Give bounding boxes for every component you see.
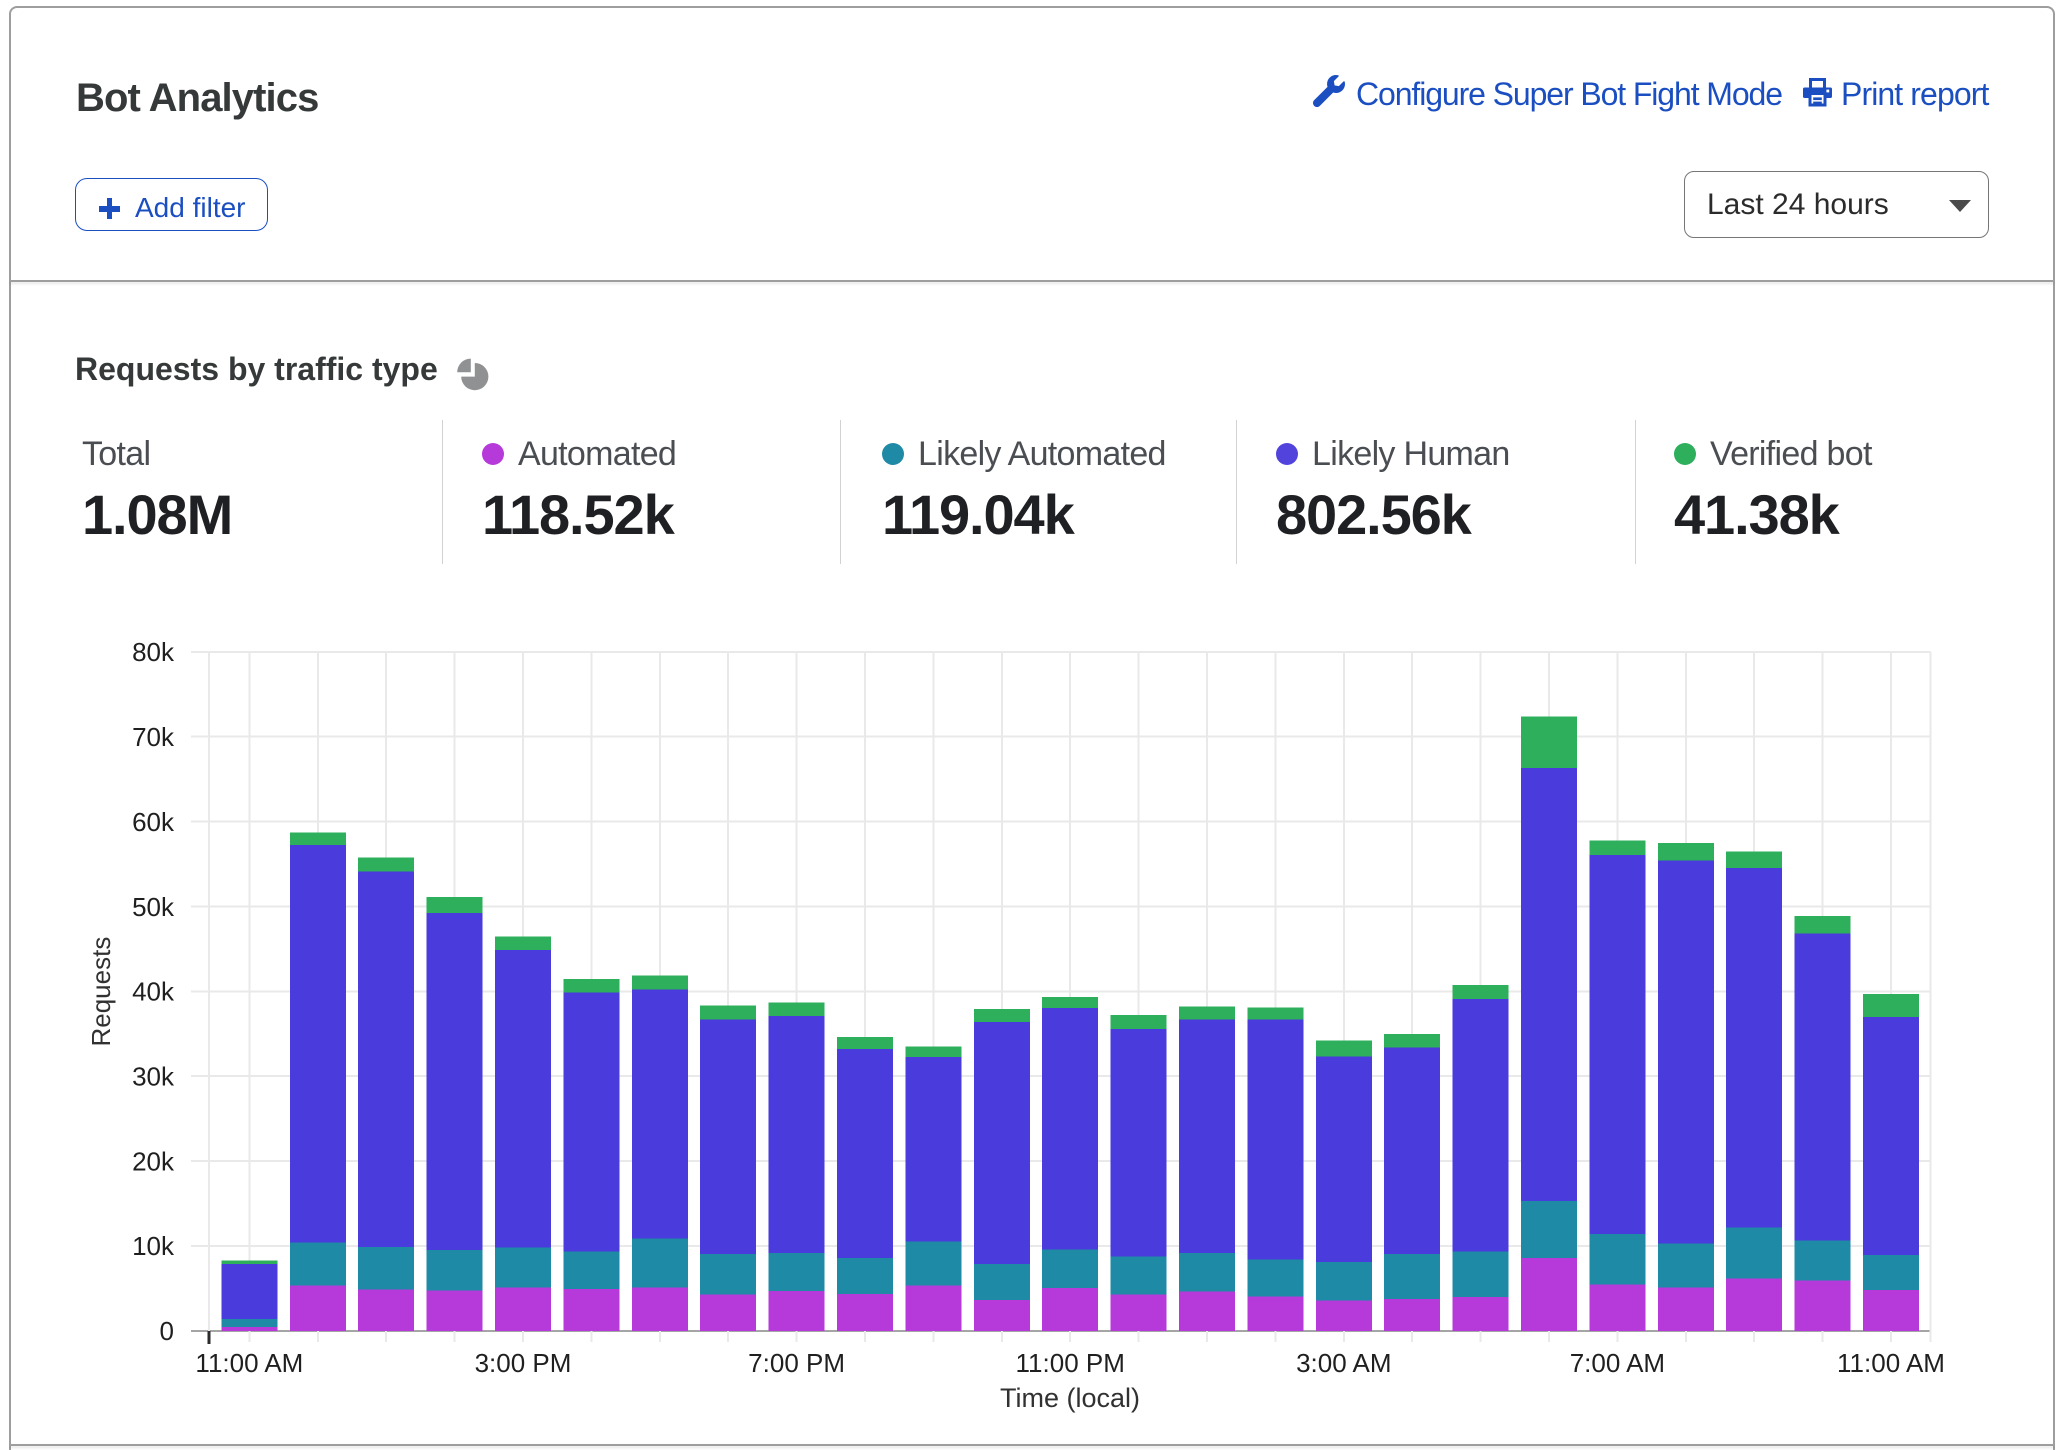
svg-text:11:00 AM: 11:00 AM: [1837, 1348, 1945, 1378]
svg-text:0: 0: [160, 1316, 174, 1346]
svg-text:60k: 60k: [132, 807, 175, 837]
svg-text:3:00 PM: 3:00 PM: [475, 1348, 572, 1378]
svg-text:80k: 80k: [132, 637, 175, 667]
svg-text:40k: 40k: [132, 977, 175, 1007]
svg-text:3:00 AM: 3:00 AM: [1296, 1348, 1391, 1378]
svg-text:10k: 10k: [132, 1231, 175, 1261]
svg-text:Requests: Requests: [86, 937, 116, 1047]
svg-text:Time (local): Time (local): [1000, 1383, 1140, 1413]
svg-text:7:00 AM: 7:00 AM: [1570, 1348, 1665, 1378]
svg-text:11:00 PM: 11:00 PM: [1016, 1348, 1125, 1378]
svg-text:50k: 50k: [132, 892, 175, 922]
svg-text:20k: 20k: [132, 1146, 175, 1176]
svg-text:70k: 70k: [132, 722, 175, 752]
svg-text:7:00 PM: 7:00 PM: [748, 1348, 845, 1378]
svg-text:30k: 30k: [132, 1062, 175, 1092]
svg-text:11:00 AM: 11:00 AM: [195, 1348, 303, 1378]
